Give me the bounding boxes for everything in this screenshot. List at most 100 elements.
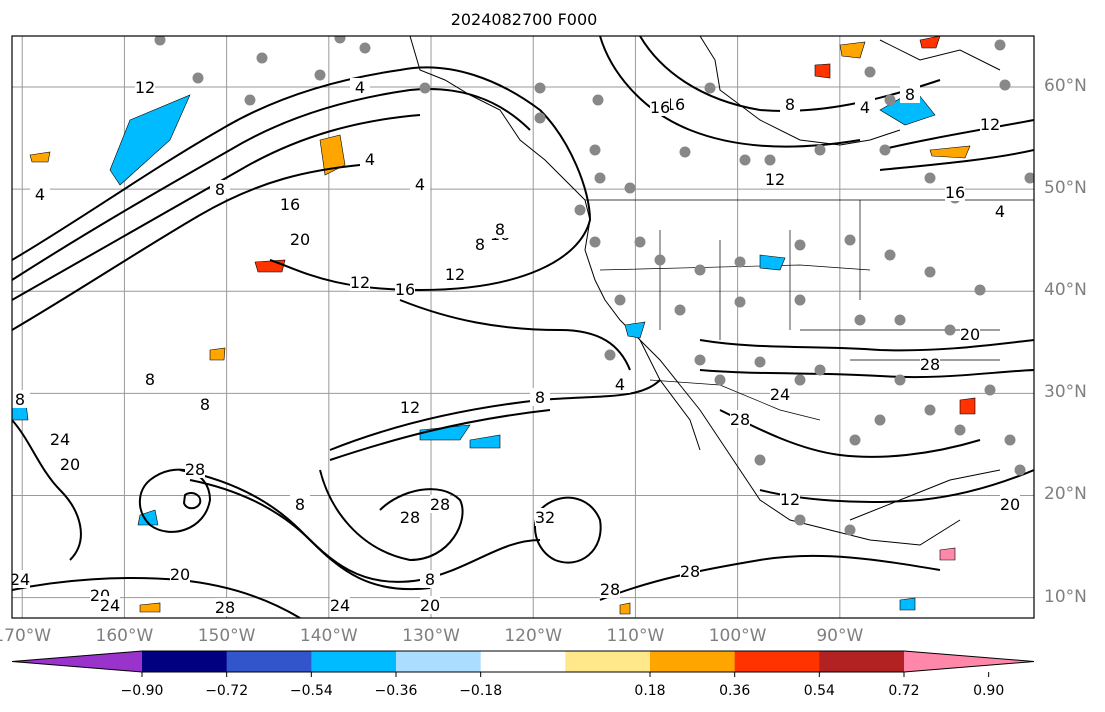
station-dot — [739, 154, 751, 166]
coastline — [409, 36, 1001, 546]
contour-label-bg — [680, 562, 700, 580]
station-dot — [894, 314, 906, 326]
map-title: 2024082700 F000 — [450, 10, 598, 29]
colorbar — [11, 650, 1035, 677]
contour-label-bg — [135, 78, 155, 96]
station-dot — [674, 304, 686, 316]
contour-label-bg — [350, 78, 370, 96]
contour-label-bg — [30, 185, 50, 203]
station-dot — [694, 354, 706, 366]
contour-label: 4 — [860, 98, 870, 117]
contour-label-bg — [610, 375, 630, 393]
contour-label: 4 — [355, 78, 365, 97]
graticule — [12, 36, 1034, 618]
contour-label-bg — [470, 235, 490, 253]
contour-label-bg — [170, 565, 190, 583]
station-dot — [894, 374, 906, 386]
contour-label-bg — [430, 495, 450, 513]
colorbar-tick-label: 0.72 — [888, 683, 920, 699]
colorbar-segment — [565, 651, 651, 672]
contour-label-bg — [185, 460, 205, 478]
colorbar-tick-label: 0.54 — [803, 683, 835, 699]
station-dot — [594, 172, 606, 184]
contour-label-bg — [1000, 495, 1020, 513]
colorbar-segment — [480, 651, 566, 672]
contour-label-bg — [395, 280, 415, 298]
station-dot — [954, 424, 966, 436]
station-dot — [754, 356, 766, 368]
contour-label-bg — [445, 265, 465, 283]
contour-label: 8 — [215, 180, 225, 199]
station-dot — [874, 414, 886, 426]
lon-label: 170°W — [0, 626, 52, 646]
map-frame — [11, 35, 1035, 619]
lat-label: 10°N — [1044, 586, 1087, 607]
contour-label-bg — [490, 220, 510, 238]
colorbar-extend-high — [904, 651, 1034, 672]
colorbar-tick-label: 0.18 — [634, 683, 666, 699]
contour-label-bg — [855, 98, 875, 116]
station-dot — [314, 69, 326, 81]
lon-label: 120°W — [504, 626, 563, 646]
contour-label: 20 — [1000, 495, 1020, 514]
contour-label: 8 — [495, 220, 505, 239]
contour-label: 4 — [415, 175, 425, 194]
station-dot — [734, 296, 746, 308]
contour-label: 4 — [365, 150, 375, 169]
contour-label: 28 — [730, 410, 750, 429]
contour-label-bg — [12, 570, 30, 588]
colorbar-extend-low — [12, 651, 142, 672]
contour-label-bg — [960, 325, 980, 343]
contour-label: 16 — [280, 195, 300, 214]
station-dot — [589, 236, 601, 248]
station-dot — [589, 144, 601, 156]
station-dot — [734, 256, 746, 268]
lat-label: 50°N — [1044, 178, 1087, 199]
contour-label-bg — [12, 390, 30, 408]
contour-label-bg — [980, 115, 1000, 133]
station-dot — [879, 144, 891, 156]
contour-label-bg — [900, 85, 920, 103]
station-dot — [794, 294, 806, 306]
colorbar-tick-label: 0.36 — [719, 683, 751, 699]
contour-label-bg — [535, 508, 555, 526]
station-dot — [984, 384, 996, 396]
contour-label: 16 — [650, 98, 670, 117]
contour-label: 28 — [400, 508, 420, 527]
station-dot — [244, 94, 256, 106]
contour-label: 16 — [395, 280, 415, 299]
station-dot — [794, 239, 806, 251]
station-dot — [924, 172, 936, 184]
contour-label-bg — [210, 180, 230, 198]
contour-label-bg — [730, 410, 750, 428]
station-dot — [694, 264, 706, 276]
colorbar-segment — [142, 651, 228, 672]
station-dot — [924, 266, 936, 278]
station-dot — [1024, 172, 1034, 184]
height-contours — [12, 36, 1034, 618]
contour-label: 12 — [980, 115, 1000, 134]
contour-label: 20 — [290, 230, 310, 249]
contour-label: 20 — [420, 596, 440, 615]
contour-label: 12 — [400, 398, 420, 417]
colorbar-segment — [226, 651, 312, 672]
contour-label: 16 — [945, 183, 965, 202]
colorbar-tick-label: −0.72 — [205, 683, 249, 699]
contour-label: 24 — [50, 430, 70, 449]
lon-label: 150°W — [197, 626, 256, 646]
contour-label: 28 — [600, 580, 620, 599]
contour-label-bg — [360, 150, 380, 168]
lon-label: 130°W — [402, 626, 460, 646]
station-dot — [592, 94, 604, 106]
station-dot — [192, 72, 204, 84]
contour-label: 8 — [200, 395, 210, 414]
colorbar-segment — [819, 651, 905, 672]
station-dot — [704, 82, 716, 94]
station-dot — [534, 82, 546, 94]
contour-label-bg — [350, 273, 370, 291]
contour-label-bg — [195, 395, 215, 413]
colorbar-segment — [311, 651, 397, 672]
contour-label-bg — [920, 355, 940, 373]
contour-labels: 1244481616161620121612848128424202828283… — [12, 78, 1020, 617]
contour-label: 12 — [445, 265, 465, 284]
